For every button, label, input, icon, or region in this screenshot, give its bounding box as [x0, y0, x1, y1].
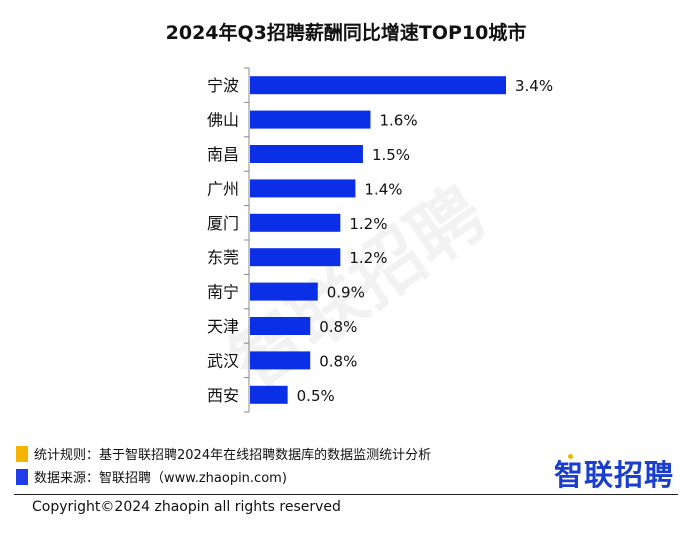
value-label: 0.8%	[319, 352, 357, 370]
value-label: 3.4%	[515, 77, 553, 95]
bar	[250, 317, 311, 335]
footer-divider	[14, 494, 678, 495]
bar	[250, 351, 311, 370]
value-label: 1.2%	[349, 215, 387, 233]
yellow-legend-square	[16, 445, 28, 462]
value-label: 0.8%	[319, 318, 357, 336]
bar	[250, 179, 356, 198]
category-label: 南昌	[207, 145, 239, 164]
value-label: 1.2%	[349, 249, 387, 267]
rule-text: 统计规则：基于智联招聘2024年在线招聘数据库的数据监测统计分析	[34, 448, 432, 463]
bar	[250, 110, 371, 129]
category-label: 武汉	[207, 351, 239, 370]
source-text: 数据来源：智联招聘（www.zhaopin.com)	[34, 471, 287, 486]
category-label: 广州	[207, 179, 239, 198]
category-label: 佛山	[207, 111, 239, 130]
bar	[250, 385, 288, 404]
category-label: 宁波	[207, 76, 239, 95]
value-label: 1.6%	[379, 112, 417, 130]
logo-dot	[567, 454, 573, 459]
value-label: 1.5%	[372, 146, 410, 164]
bar	[250, 282, 318, 301]
bar-chart: 宁波 3.4% 佛山 1.6% 南昌 1.5% 广州 1.4% 厦门 1.2% 东莞 1.2% 南宁 0.…	[207, 67, 553, 413]
category-label: 厦门	[207, 214, 239, 233]
category-label: 西安	[207, 386, 239, 405]
category-label: 天津	[207, 317, 239, 336]
bar	[250, 248, 341, 267]
category-label: 南宁	[207, 283, 239, 302]
value-label: 0.9%	[327, 284, 365, 302]
bar	[250, 145, 363, 163]
category-label: 东莞	[207, 248, 239, 267]
copyright: Copyright©2024 zhaopin all rights reserv…	[32, 499, 341, 515]
bar	[250, 213, 341, 232]
value-label: 0.5%	[297, 387, 335, 405]
rule-note: 统计规则：基于智联招聘2024年在线招聘数据库的数据监测统计分析	[16, 444, 431, 463]
bar	[250, 76, 506, 95]
logo-text: 智联招聘	[553, 458, 674, 492]
source-note: 数据来源：智联招聘（www.zhaopin.com)	[16, 467, 287, 486]
zhaopin-logo: 智联招聘	[554, 452, 674, 494]
blue-legend-square	[16, 468, 28, 485]
chart-title: 2024年Q3招聘薪酬同比增速TOP10城市	[165, 22, 527, 44]
value-label: 1.4%	[364, 180, 402, 198]
